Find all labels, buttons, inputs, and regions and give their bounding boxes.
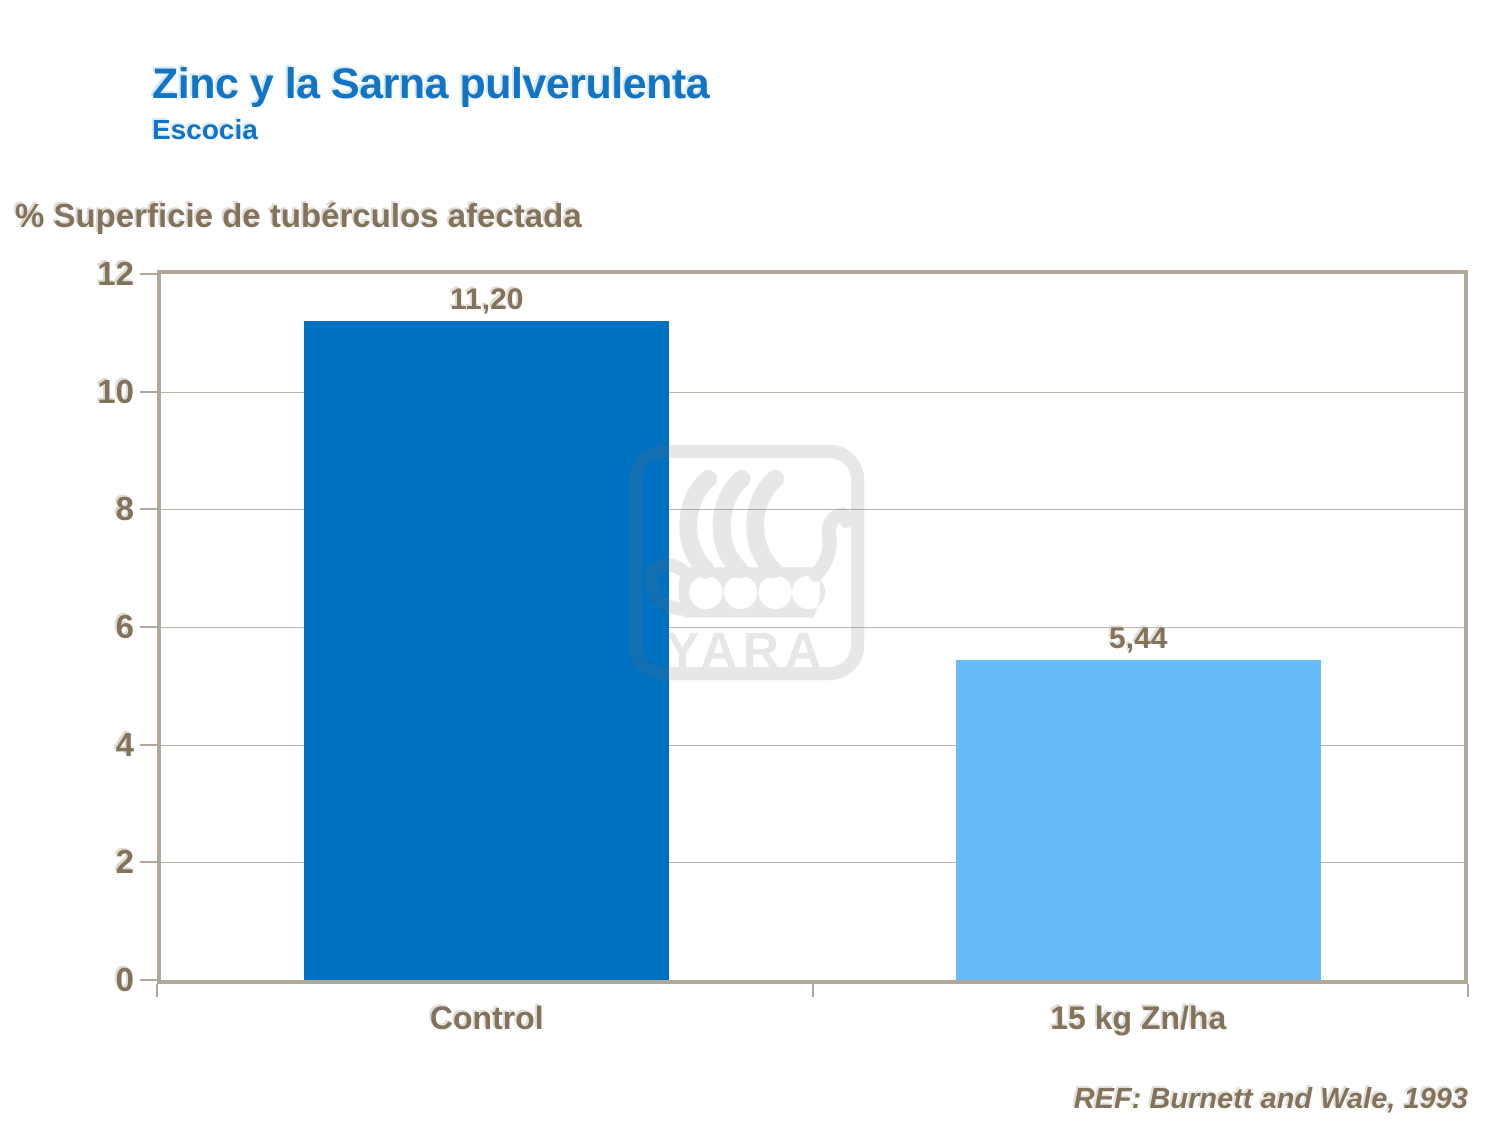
bar-control (304, 321, 670, 980)
y-tick-mark (140, 861, 157, 864)
y-tick-mark (140, 273, 157, 275)
x-tick-mark (811, 984, 814, 997)
y-tick-label: 12 (97, 255, 134, 292)
reference-text: REF: Burnett and Wale, 1993 (1073, 1083, 1468, 1115)
y-axis-title: % Superficie de tubérculos afectada (15, 197, 582, 234)
gridline (161, 862, 1464, 864)
category-label: Control (429, 1000, 544, 1036)
chart-title: Zinc y la Sarna pulverulenta (152, 60, 710, 108)
y-tick-label: 0 (115, 961, 134, 998)
chart-subtitle: Escocia (152, 114, 258, 145)
gridline (161, 391, 1464, 393)
y-tick-mark (140, 743, 157, 746)
category-label: 15 kg Zn/ha (1050, 1000, 1227, 1036)
y-tick-mark (140, 508, 157, 511)
y-tick-label: 2 (115, 843, 134, 881)
y-tick-label: 4 (115, 725, 134, 763)
gridline (161, 744, 1464, 746)
bar-15-kg-zn-ha (955, 659, 1321, 980)
gridline (161, 627, 1464, 628)
y-tick-label: 10 (97, 372, 134, 410)
gridline (161, 509, 1464, 511)
y-tick-mark (140, 626, 157, 628)
plot-area (157, 270, 1468, 984)
y-tick-label: 6 (115, 608, 134, 645)
y-tick-label: 8 (115, 490, 134, 528)
y-tick-mark (140, 979, 157, 981)
x-tick-mark (1467, 984, 1469, 997)
y-tick-mark (140, 390, 157, 393)
x-tick-mark (156, 984, 158, 997)
bar-value-label: 5,44 (1109, 621, 1168, 655)
bar-value-label: 11,20 (450, 283, 524, 317)
